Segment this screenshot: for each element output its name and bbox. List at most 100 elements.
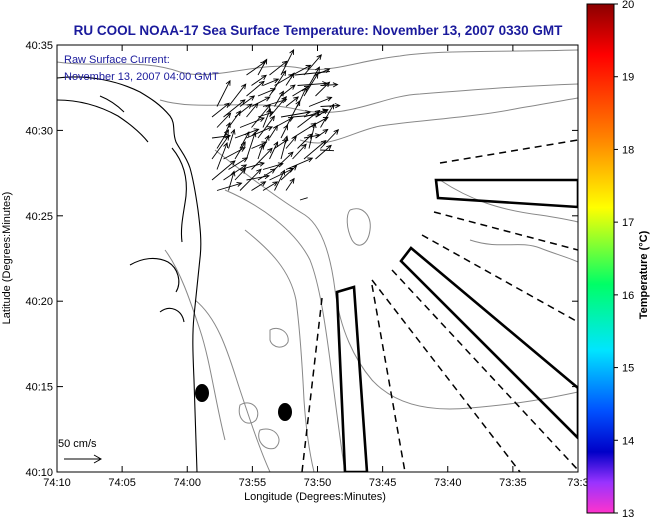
current-vector-head [229,160,236,166]
sector-dashed-lines [301,139,578,472]
temperature-colorbar: 20 19 18 17 16 15 14 13 Temperature (°C) [586,0,650,518]
y-tick-label: 40:15 [25,382,53,394]
current-vector-head [264,134,270,141]
x-tick-label: 73:55 [239,477,267,489]
current-vector-head [289,72,295,79]
current-vector [297,82,327,86]
current-vector-head [224,134,230,141]
current-vector-head [246,103,253,109]
current-vector-head [260,181,267,187]
current-vector [211,102,230,118]
current-vector-head [261,74,267,81]
colorbar-tick-label: 14 [622,435,634,447]
current-vector [292,64,311,76]
current-vector [274,151,294,170]
current-vector [251,181,266,191]
current-vector-head [307,157,314,163]
x-tick-label: 73:40 [434,477,462,489]
current-vector-head [293,96,300,102]
y-axis-label: Latitude (Degrees:Minutes) [1,192,13,325]
current-vector [292,123,316,139]
current-vector [274,170,285,191]
current-vector-head [316,54,322,60]
current-vector-head [244,131,250,138]
current-vector-head [313,72,319,79]
current-vector-head [253,128,260,134]
survey-boxes [335,178,578,472]
current-vector-head [261,141,268,147]
current-vector-head [326,96,333,102]
current-vector-head [269,115,276,122]
colorbar-tick-label: 16 [622,290,634,302]
current-vector [239,95,255,107]
current-vector [303,140,327,160]
current-vector [228,171,235,191]
current-vector [294,71,330,76]
colorbar-tick-label: 20 [622,0,634,11]
current-vector-head [281,98,288,104]
y-tick-label: 40:30 [25,125,53,137]
current-vector [216,80,231,107]
current-vector-head [320,139,327,146]
station-marker-1 [195,384,209,402]
current-vector [223,164,247,181]
current-vector [315,129,328,139]
current-vector-head [305,110,312,116]
current-vector-head [270,168,276,174]
y-axis-ticks: 40:35 40:30 40:25 40:20 40:15 40:10 [25,40,578,479]
colorbar-tick-label: 15 [622,363,634,375]
current-vector [239,117,265,128]
current-vector-head [265,104,271,110]
current-vector [262,78,279,86]
current-vector [280,111,311,118]
current-vector-head [240,141,246,148]
current-vector-head [224,102,230,108]
current-vector-head [225,112,232,119]
current-vector-head [223,142,229,149]
current-vector [297,133,313,149]
current-vector [274,91,284,107]
coastline [57,76,202,472]
current-vector-head [322,109,329,115]
current-vector [285,178,295,191]
current-vector [246,175,270,181]
x-tick-label: 73:3 [567,477,588,489]
current-vector [269,96,287,118]
current-vector-head [230,128,236,135]
current-vector [246,103,259,118]
current-vector [223,122,231,139]
current-vector-head [324,81,331,88]
current-vector-head [267,147,273,154]
current-vector-head [259,161,266,167]
current-vector-head [225,79,231,86]
current-vector [285,157,313,170]
x-tick-label: 74:00 [173,477,201,489]
current-vector [320,129,339,149]
current-vector [297,110,320,128]
current-vector-head [249,95,256,101]
current-vector-head [256,168,262,175]
current-vector-head [287,117,294,122]
current-vector [269,125,278,139]
current-vector [223,147,246,160]
current-vector [274,139,288,149]
current-vector [280,165,297,181]
current-vector [285,136,297,149]
bathymetry-contours [57,49,578,472]
current-vector-head [241,164,248,170]
current-vector-head [289,48,295,55]
current-vector-head [289,177,295,184]
x-axis-label: Longitude (Degrees:Minutes) [244,491,386,503]
current-vector-head [264,96,271,102]
current-vector [246,126,273,139]
current-vector [299,197,308,201]
current-vector [280,136,288,160]
current-vector-head [279,90,284,97]
current-vector-head [240,168,247,174]
current-vector-head [272,181,279,187]
current-vector-head [322,128,329,135]
current-vector [239,168,262,191]
current-vector [262,135,270,149]
current-vector-head [281,60,288,66]
current-vector [251,141,267,149]
